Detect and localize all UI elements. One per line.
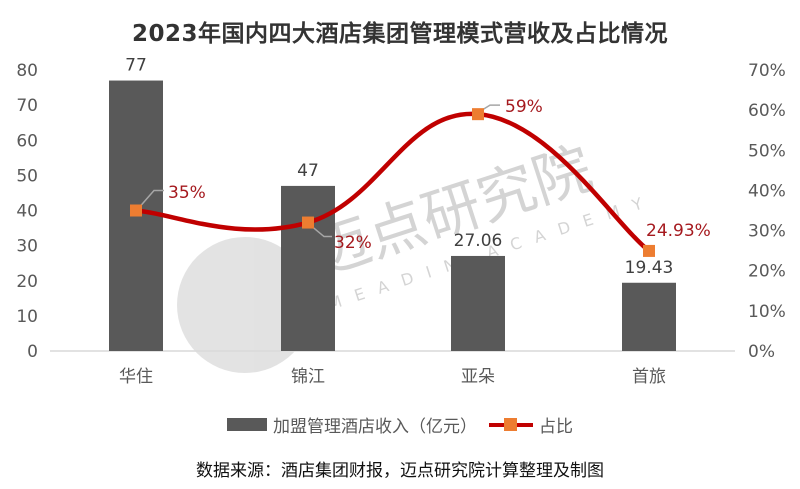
left-axis-tick: 30 [16, 237, 38, 257]
category-label: 华住 [119, 367, 153, 387]
line-value-label: 32% [334, 233, 372, 253]
right-axis-tick: 30% [748, 222, 786, 242]
left-axis-tick: 80 [16, 61, 38, 81]
x-axis-labels: 华住 锦江 亚朵 首旅 [119, 367, 666, 387]
right-axis-tick: 50% [748, 141, 786, 161]
right-axis-tick: 70% [748, 61, 786, 81]
line-series [135, 111, 651, 253]
legend-item-revenue: 加盟管理酒店收入（亿元） [227, 412, 477, 437]
right-axis-tick: 20% [748, 262, 786, 282]
left-axis-tick: 50 [16, 166, 38, 186]
chart-plot-area: 迈点研究院 MEADIN ACADEMY 0 10 20 30 40 50 60 70 80 0… [16, 56, 786, 387]
line-marker [643, 244, 655, 257]
right-axis-tick: 0% [748, 342, 775, 362]
left-y-axis: 0 10 20 30 40 50 60 70 80 [16, 61, 38, 362]
line-marker-swatch-icon [489, 417, 533, 431]
legend: 加盟管理酒店收入（亿元） 占比 [0, 412, 800, 437]
line-label-leaders [139, 104, 500, 238]
line-value-label: 24.93% [646, 221, 711, 241]
left-axis-tick: 60 [16, 131, 38, 151]
category-label: 亚朵 [461, 367, 495, 387]
right-axis-tick: 40% [748, 181, 786, 201]
right-axis-tick: 10% [748, 302, 786, 322]
chart-title: 2023年国内四大酒店集团管理模式营收及占比情况 [131, 21, 668, 47]
line-value-label: 35% [168, 183, 206, 203]
legend-label-revenue: 加盟管理酒店收入（亿元） [273, 417, 477, 437]
bar [451, 255, 505, 351]
bar-value-label: 19.43 [625, 258, 674, 278]
bar-value-label: 27.06 [454, 231, 503, 251]
line-marker [130, 204, 142, 217]
category-label: 锦江 [291, 367, 325, 387]
left-axis-tick: 10 [16, 307, 38, 327]
bar-swatch-icon [227, 418, 267, 431]
bar-data-labels: 77 47 27.06 19.43 [125, 56, 673, 278]
data-source-note: 数据来源：酒店集团财报，迈点研究院计算整理及制图 [196, 461, 604, 481]
right-axis-tick: 60% [748, 101, 786, 121]
left-axis-tick: 0 [27, 342, 38, 362]
line-marker [302, 216, 314, 229]
legend-label-share: 占比 [539, 417, 573, 437]
category-label: 首旅 [632, 367, 666, 387]
bar-value-label: 47 [297, 161, 319, 181]
watermark: 迈点研究院 MEADIN ACADEMY [177, 134, 658, 373]
bar-value-label: 77 [125, 56, 147, 76]
bar [281, 185, 335, 351]
right-y-axis: 0% 10% 20% 30% 40% 50% 60% 70% [748, 61, 786, 362]
left-axis-tick: 20 [16, 272, 38, 292]
line-value-label: 59% [505, 97, 543, 117]
left-axis-tick: 40 [16, 202, 38, 222]
line-data-labels: 35% 32% 59% 24.93% [168, 97, 711, 253]
left-axis-tick: 70 [16, 96, 38, 116]
legend-item-share: 占比 [489, 412, 573, 437]
bar [622, 282, 676, 351]
line-markers [130, 108, 655, 257]
line-marker [472, 108, 484, 121]
